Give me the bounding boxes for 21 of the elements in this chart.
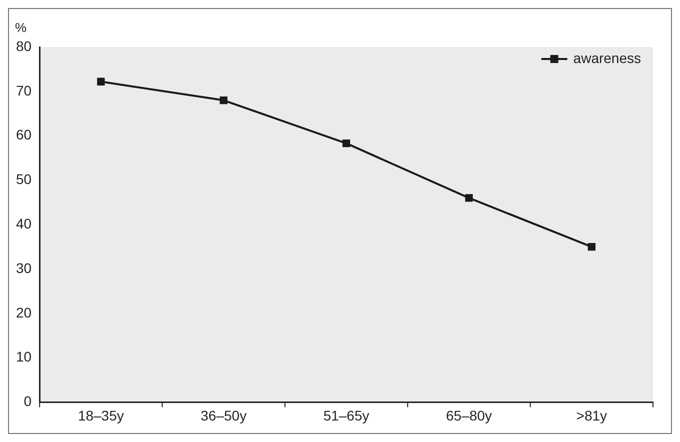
y-tick-label: 0 [24, 393, 32, 410]
y-tick-label: 40 [16, 215, 32, 232]
x-tick-label: >81y [576, 407, 608, 424]
y-tick-label: 70 [16, 82, 32, 98]
point [342, 140, 350, 148]
y-tick-label: 20 [16, 304, 32, 320]
x-tick-label: 36–50y [200, 407, 247, 424]
y-tick-label: 50 [16, 171, 32, 188]
legend-label: awareness [573, 50, 641, 66]
y-tick-label: 10 [16, 348, 32, 365]
point [588, 242, 596, 251]
x-tick-label: 51–65y [323, 407, 370, 424]
point [220, 96, 228, 104]
x-tick-label: 18–35y [78, 407, 124, 424]
y-tick-label: 80 [16, 38, 32, 54]
y-tick-label: 30 [16, 260, 32, 276]
x-tick-label: 65–80y [446, 407, 492, 424]
y-axis-title: % [15, 20, 27, 36]
point [465, 194, 473, 202]
y-tick-label: 60 [16, 126, 32, 143]
point [97, 78, 105, 86]
